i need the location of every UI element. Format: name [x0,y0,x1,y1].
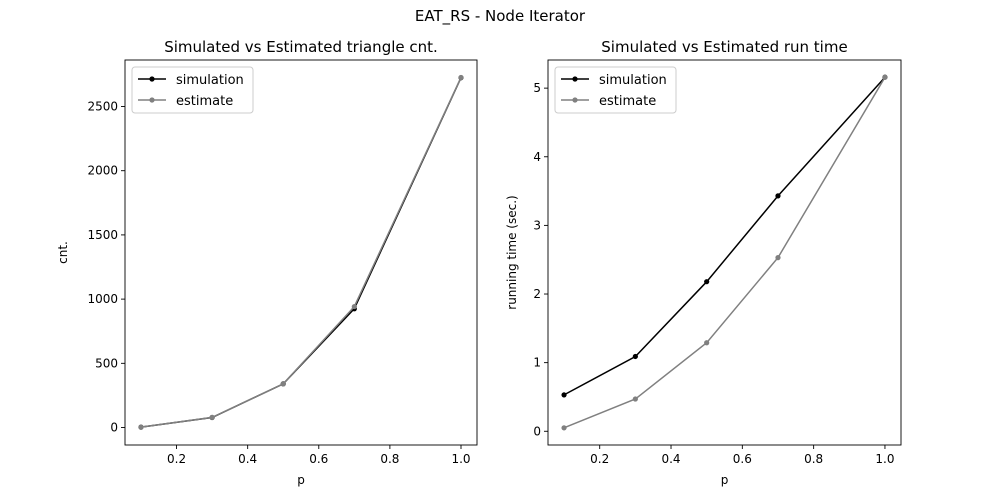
x-tick-label: 0.4 [661,452,680,466]
x-tick-label: 1.0 [451,452,470,466]
x-tick-label: 0.2 [167,452,186,466]
y-tick-label: 2500 [87,99,118,113]
series-line-simulation [563,76,886,396]
y-tick-label: 1000 [87,292,118,306]
y-tick-label: 3 [533,218,541,232]
chart-1: Simulated vs Estimated triangle cnt. 0.2 0… [56,38,478,487]
data-point-simulation [775,193,781,199]
legend-marker-simulation [149,76,155,82]
x-tick-label: 0.6 [733,452,752,466]
series-line-estimate [140,77,462,428]
data-point-estimate [138,424,144,430]
y-tick-label: 2 [533,287,541,301]
x-tick-label: 0.8 [804,452,823,466]
data-point-estimate [561,425,567,431]
series-line-simulation [140,77,462,428]
y-axis-label: running time (sec.) [505,195,519,309]
chart-title: Simulated vs Estimated run time [601,38,847,56]
figure-suptitle: EAT_RS - Node Iterator [414,7,586,25]
data-point-estimate [882,74,888,80]
data-point-estimate [704,340,710,346]
y-tick-label: 4 [533,150,541,164]
y-tick-label: 1500 [87,228,118,242]
legend-marker-simulation [572,76,578,82]
legend-marker-estimate [572,97,578,103]
legend-label-simulation: simulation [599,73,667,88]
data-point-simulation [704,279,710,285]
legend-label-simulation: simulation [176,73,244,88]
legend-label-estimate: estimate [176,94,233,109]
y-tick-label: 0 [533,424,541,438]
x-tick-label: 1.0 [875,452,894,466]
x-axis-label: p [297,473,305,487]
chart-title: Simulated vs Estimated triangle cnt. [164,38,438,56]
data-point-estimate [458,74,464,81]
y-tick-label: 5 [533,81,541,95]
data-point-simulation [561,392,567,398]
data-point-simulation [632,353,638,360]
plot-frame [547,59,902,446]
legend-label-estimate: estimate [599,94,656,109]
chart-2: Simulated vs Estimated run time 0.2 0.4 0.6… [505,38,902,487]
data-point-estimate [632,396,638,402]
y-axis-label: cnt. [56,241,70,264]
plot-frame [124,59,478,446]
data-point-estimate [280,381,286,387]
x-tick-label: 0.6 [309,452,328,466]
x-axis-label: p [721,473,729,487]
x-tick-label: 0.4 [238,452,257,466]
data-point-estimate [209,414,215,420]
data-point-estimate [351,303,357,310]
x-tick-label: 0.8 [380,452,399,466]
legend-marker-estimate [149,97,155,103]
y-tick-label: 2000 [87,164,118,178]
y-tick-label: 1 [533,356,541,370]
data-point-estimate [775,255,781,261]
y-tick-label: 500 [95,356,118,370]
y-tick-label: 0 [110,421,118,435]
x-tick-label: 0.2 [590,452,609,466]
